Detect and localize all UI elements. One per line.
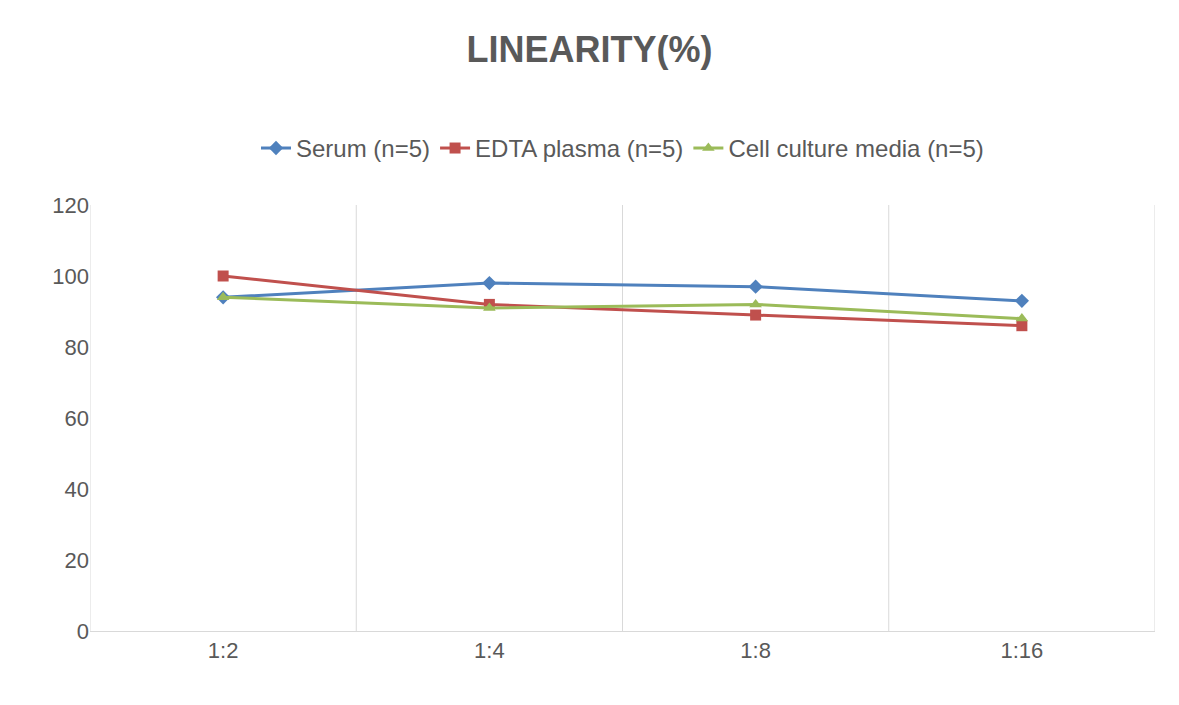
svg-text:100: 100 bbox=[52, 264, 89, 289]
svg-text:Cell culture media (n=5): Cell culture media (n=5) bbox=[728, 135, 983, 162]
svg-text:LINEARITY(%): LINEARITY(%) bbox=[467, 29, 713, 70]
svg-text:1:4: 1:4 bbox=[474, 638, 505, 663]
svg-text:EDTA plasma (n=5): EDTA plasma (n=5) bbox=[475, 135, 683, 162]
svg-text:20: 20 bbox=[65, 548, 89, 573]
svg-text:40: 40 bbox=[65, 477, 89, 502]
svg-text:1:8: 1:8 bbox=[740, 638, 771, 663]
svg-text:80: 80 bbox=[65, 335, 89, 360]
svg-text:0: 0 bbox=[77, 619, 89, 644]
svg-text:Serum (n=5): Serum (n=5) bbox=[296, 135, 430, 162]
svg-text:1:16: 1:16 bbox=[1000, 638, 1043, 663]
svg-text:60: 60 bbox=[65, 406, 89, 431]
svg-text:1:2: 1:2 bbox=[208, 638, 239, 663]
svg-text:120: 120 bbox=[52, 193, 89, 218]
